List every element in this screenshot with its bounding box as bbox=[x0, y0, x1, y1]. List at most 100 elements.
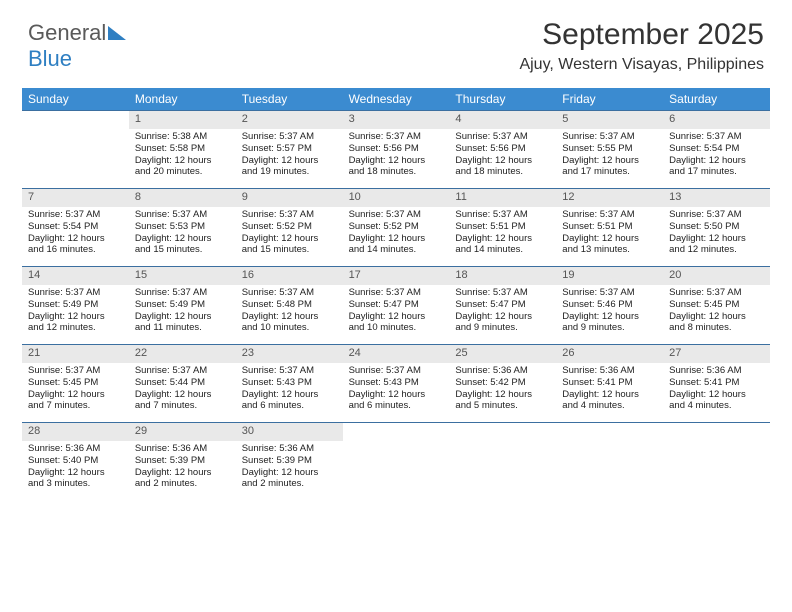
sunrise-text: Sunrise: 5:37 AM bbox=[349, 365, 444, 377]
sunset-text: Sunset: 5:44 PM bbox=[135, 377, 230, 389]
day-info: Sunrise: 5:37 AMSunset: 5:44 PMDaylight:… bbox=[129, 363, 236, 417]
daylight-text: Daylight: 12 hours and 19 minutes. bbox=[242, 155, 337, 179]
day-number: 21 bbox=[22, 345, 129, 363]
calendar-cell: 26Sunrise: 5:36 AMSunset: 5:41 PMDayligh… bbox=[556, 344, 663, 422]
sunrise-text: Sunrise: 5:37 AM bbox=[135, 365, 230, 377]
location-text: Ajuy, Western Visayas, Philippines bbox=[519, 56, 764, 74]
day-info: Sunrise: 5:37 AMSunset: 5:54 PMDaylight:… bbox=[22, 207, 129, 261]
sunset-text: Sunset: 5:56 PM bbox=[349, 143, 444, 155]
day-info: Sunrise: 5:36 AMSunset: 5:42 PMDaylight:… bbox=[449, 363, 556, 417]
sunrise-text: Sunrise: 5:36 AM bbox=[562, 365, 657, 377]
day-number: 24 bbox=[343, 345, 450, 363]
calendar-cell: 11Sunrise: 5:37 AMSunset: 5:51 PMDayligh… bbox=[449, 188, 556, 266]
day-number: 27 bbox=[663, 345, 770, 363]
day-number: 6 bbox=[663, 111, 770, 129]
sunrise-text: Sunrise: 5:37 AM bbox=[455, 209, 550, 221]
day-number: 29 bbox=[129, 423, 236, 441]
dow-label: Tuesday bbox=[236, 88, 343, 110]
day-info: Sunrise: 5:37 AMSunset: 5:45 PMDaylight:… bbox=[22, 363, 129, 417]
day-number: 1 bbox=[129, 111, 236, 129]
dow-label: Saturday bbox=[663, 88, 770, 110]
calendar-cell: 30Sunrise: 5:36 AMSunset: 5:39 PMDayligh… bbox=[236, 422, 343, 500]
daylight-text: Daylight: 12 hours and 8 minutes. bbox=[669, 311, 764, 335]
sunrise-text: Sunrise: 5:37 AM bbox=[135, 287, 230, 299]
calendar-cell: 12Sunrise: 5:37 AMSunset: 5:51 PMDayligh… bbox=[556, 188, 663, 266]
calendar-cell: 27Sunrise: 5:36 AMSunset: 5:41 PMDayligh… bbox=[663, 344, 770, 422]
day-number: 23 bbox=[236, 345, 343, 363]
calendar-cell bbox=[343, 422, 450, 500]
day-info: Sunrise: 5:37 AMSunset: 5:43 PMDaylight:… bbox=[343, 363, 450, 417]
sunset-text: Sunset: 5:41 PM bbox=[669, 377, 764, 389]
calendar-cell: 1Sunrise: 5:38 AMSunset: 5:58 PMDaylight… bbox=[129, 110, 236, 188]
day-number: 7 bbox=[22, 189, 129, 207]
sunrise-text: Sunrise: 5:37 AM bbox=[669, 287, 764, 299]
page-title: September 2025 bbox=[519, 18, 764, 52]
sunset-text: Sunset: 5:42 PM bbox=[455, 377, 550, 389]
day-info: Sunrise: 5:37 AMSunset: 5:53 PMDaylight:… bbox=[129, 207, 236, 261]
daylight-text: Daylight: 12 hours and 3 minutes. bbox=[28, 467, 123, 491]
sunrise-text: Sunrise: 5:37 AM bbox=[562, 131, 657, 143]
calendar-cell: 14Sunrise: 5:37 AMSunset: 5:49 PMDayligh… bbox=[22, 266, 129, 344]
sunset-text: Sunset: 5:58 PM bbox=[135, 143, 230, 155]
dow-label: Thursday bbox=[449, 88, 556, 110]
day-number: 3 bbox=[343, 111, 450, 129]
brand-part2: Blue bbox=[28, 46, 72, 71]
calendar-cell: 4Sunrise: 5:37 AMSunset: 5:56 PMDaylight… bbox=[449, 110, 556, 188]
sunrise-text: Sunrise: 5:38 AM bbox=[135, 131, 230, 143]
calendar-cell bbox=[449, 422, 556, 500]
daylight-text: Daylight: 12 hours and 5 minutes. bbox=[455, 389, 550, 413]
sunset-text: Sunset: 5:39 PM bbox=[242, 455, 337, 467]
calendar-cell: 13Sunrise: 5:37 AMSunset: 5:50 PMDayligh… bbox=[663, 188, 770, 266]
sunset-text: Sunset: 5:47 PM bbox=[349, 299, 444, 311]
daylight-text: Daylight: 12 hours and 17 minutes. bbox=[669, 155, 764, 179]
day-info: Sunrise: 5:36 AMSunset: 5:41 PMDaylight:… bbox=[663, 363, 770, 417]
daylight-text: Daylight: 12 hours and 18 minutes. bbox=[349, 155, 444, 179]
day-info: Sunrise: 5:37 AMSunset: 5:56 PMDaylight:… bbox=[449, 129, 556, 183]
daylight-text: Daylight: 12 hours and 7 minutes. bbox=[135, 389, 230, 413]
day-number: 16 bbox=[236, 267, 343, 285]
daylight-text: Daylight: 12 hours and 15 minutes. bbox=[242, 233, 337, 257]
sunset-text: Sunset: 5:52 PM bbox=[242, 221, 337, 233]
calendar-cell: 23Sunrise: 5:37 AMSunset: 5:43 PMDayligh… bbox=[236, 344, 343, 422]
day-number: 12 bbox=[556, 189, 663, 207]
calendar-cell: 22Sunrise: 5:37 AMSunset: 5:44 PMDayligh… bbox=[129, 344, 236, 422]
sunrise-text: Sunrise: 5:37 AM bbox=[455, 131, 550, 143]
sunrise-text: Sunrise: 5:37 AM bbox=[135, 209, 230, 221]
header-block: September 2025 Ajuy, Western Visayas, Ph… bbox=[519, 18, 764, 74]
sunset-text: Sunset: 5:40 PM bbox=[28, 455, 123, 467]
day-info: Sunrise: 5:37 AMSunset: 5:47 PMDaylight:… bbox=[343, 285, 450, 339]
sunrise-text: Sunrise: 5:37 AM bbox=[349, 287, 444, 299]
calendar-cell: 29Sunrise: 5:36 AMSunset: 5:39 PMDayligh… bbox=[129, 422, 236, 500]
day-number: 28 bbox=[22, 423, 129, 441]
calendar-cell bbox=[556, 422, 663, 500]
daylight-text: Daylight: 12 hours and 14 minutes. bbox=[349, 233, 444, 257]
sunset-text: Sunset: 5:43 PM bbox=[242, 377, 337, 389]
daylight-text: Daylight: 12 hours and 6 minutes. bbox=[349, 389, 444, 413]
sunset-text: Sunset: 5:55 PM bbox=[562, 143, 657, 155]
calendar-cell: 9Sunrise: 5:37 AMSunset: 5:52 PMDaylight… bbox=[236, 188, 343, 266]
day-info: Sunrise: 5:36 AMSunset: 5:41 PMDaylight:… bbox=[556, 363, 663, 417]
calendar-cell: 16Sunrise: 5:37 AMSunset: 5:48 PMDayligh… bbox=[236, 266, 343, 344]
sunrise-text: Sunrise: 5:36 AM bbox=[135, 443, 230, 455]
calendar-cell: 18Sunrise: 5:37 AMSunset: 5:47 PMDayligh… bbox=[449, 266, 556, 344]
calendar-cell: 25Sunrise: 5:36 AMSunset: 5:42 PMDayligh… bbox=[449, 344, 556, 422]
sunset-text: Sunset: 5:45 PM bbox=[28, 377, 123, 389]
sunset-text: Sunset: 5:51 PM bbox=[455, 221, 550, 233]
day-number: 18 bbox=[449, 267, 556, 285]
calendar-cell: 24Sunrise: 5:37 AMSunset: 5:43 PMDayligh… bbox=[343, 344, 450, 422]
daylight-text: Daylight: 12 hours and 12 minutes. bbox=[28, 311, 123, 335]
sunset-text: Sunset: 5:43 PM bbox=[349, 377, 444, 389]
calendar-cell: 5Sunrise: 5:37 AMSunset: 5:55 PMDaylight… bbox=[556, 110, 663, 188]
day-info: Sunrise: 5:37 AMSunset: 5:47 PMDaylight:… bbox=[449, 285, 556, 339]
day-info: Sunrise: 5:36 AMSunset: 5:40 PMDaylight:… bbox=[22, 441, 129, 495]
daylight-text: Daylight: 12 hours and 9 minutes. bbox=[455, 311, 550, 335]
calendar: SundayMondayTuesdayWednesdayThursdayFrid… bbox=[22, 88, 770, 500]
day-info: Sunrise: 5:37 AMSunset: 5:49 PMDaylight:… bbox=[129, 285, 236, 339]
day-number: 19 bbox=[556, 267, 663, 285]
day-info: Sunrise: 5:37 AMSunset: 5:43 PMDaylight:… bbox=[236, 363, 343, 417]
brand-logo: General Blue bbox=[28, 20, 126, 72]
sunrise-text: Sunrise: 5:37 AM bbox=[242, 365, 337, 377]
sunset-text: Sunset: 5:49 PM bbox=[135, 299, 230, 311]
day-number: 20 bbox=[663, 267, 770, 285]
day-number: 17 bbox=[343, 267, 450, 285]
